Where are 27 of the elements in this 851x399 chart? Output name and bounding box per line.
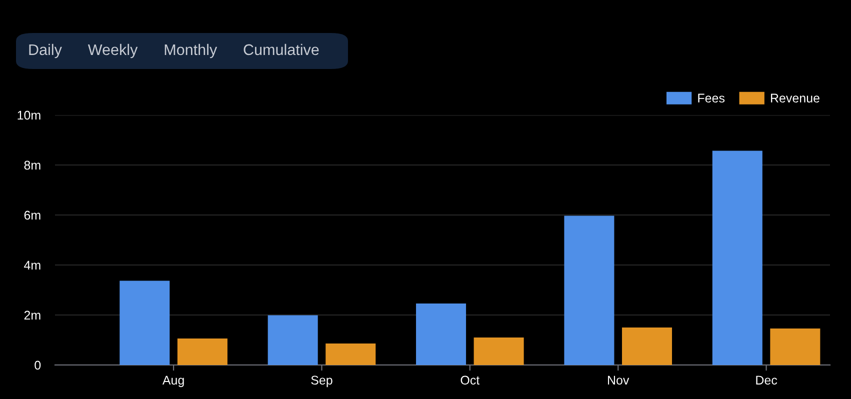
bar [326,343,376,365]
bar [416,303,466,365]
text: Cumulative [244,44,319,56]
y-tick-label: 10m [18,110,40,120]
x-tick-label: Nov [608,376,630,385]
x-tick-label: Dec [756,376,778,385]
x-tick-label: Oct [460,376,480,385]
bar [120,280,170,365]
bar [564,216,614,365]
bar [177,338,228,365]
x-tick-label: Aug [162,376,184,388]
legend-label: Fees [698,94,725,103]
y-tick-label: 4m [24,260,40,270]
bar [622,327,672,365]
legend-label: Revenue [770,94,820,103]
bar [770,328,820,365]
y-tick-label: 2m [24,310,40,320]
y-tick-label: 0 [34,360,41,370]
x-tick-label: Sep [311,376,332,388]
bar [474,337,524,365]
text: Daily [29,44,62,58]
y-tick-label: 6m [24,210,40,220]
y-tick-label: 8m [24,160,40,170]
text: Weekly [88,44,138,58]
bar [268,315,318,365]
bar [712,150,762,365]
text: Monthly [164,44,218,58]
